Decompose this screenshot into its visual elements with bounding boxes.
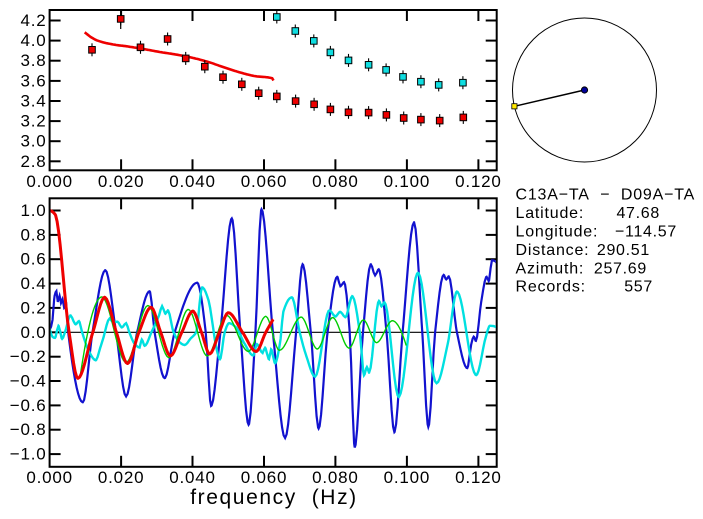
svg-text:3.2: 3.2 (20, 112, 46, 131)
svg-text:290.51: 290.51 (597, 242, 650, 259)
svg-text:0.120: 0.120 (455, 172, 502, 191)
svg-text:−114.57: −114.57 (615, 224, 677, 241)
svg-text:0.000: 0.000 (26, 172, 73, 191)
svg-text:0.000: 0.000 (26, 468, 73, 487)
svg-text:0.060: 0.060 (241, 172, 288, 191)
svg-text:3.0: 3.0 (20, 132, 46, 151)
svg-text:0.080: 0.080 (312, 172, 359, 191)
svg-text:4.2: 4.2 (20, 11, 46, 30)
svg-text:1.0: 1.0 (20, 201, 46, 220)
svg-text:−0.4: −0.4 (10, 372, 47, 391)
svg-text:3.6: 3.6 (20, 71, 46, 90)
svg-text:−1.0: −1.0 (10, 445, 47, 464)
svg-text:47.68: 47.68 (616, 205, 660, 222)
svg-text:3.8: 3.8 (20, 51, 46, 70)
svg-text:0.040: 0.040 (169, 468, 216, 487)
svg-text:Longitude:: Longitude: (516, 224, 599, 241)
svg-text:2.8: 2.8 (20, 152, 46, 171)
svg-text:−0.8: −0.8 (10, 420, 47, 439)
svg-text:0.8: 0.8 (20, 225, 46, 244)
svg-text:0.100: 0.100 (384, 172, 431, 191)
svg-text:0.060: 0.060 (241, 468, 288, 487)
svg-text:0.080: 0.080 (312, 468, 359, 487)
svg-text:Azimuth:: Azimuth: (516, 261, 585, 278)
svg-text:0.0: 0.0 (20, 323, 46, 342)
svg-text:0.120: 0.120 (455, 468, 502, 487)
svg-text:0.2: 0.2 (20, 298, 46, 317)
svg-text:0.4: 0.4 (20, 274, 46, 293)
svg-text:Records:: Records: (516, 279, 586, 296)
svg-text:0.020: 0.020 (98, 468, 145, 487)
svg-text:C13A−TA − D09A−TA: C13A−TA − D09A−TA (516, 187, 696, 204)
svg-text:257.69: 257.69 (594, 261, 647, 278)
svg-text:4.0: 4.0 (20, 31, 46, 50)
svg-text:0.040: 0.040 (169, 172, 216, 191)
svg-text:Distance:: Distance: (516, 242, 590, 259)
svg-text:Latitude:: Latitude: (516, 205, 585, 222)
svg-text:−0.6: −0.6 (10, 396, 47, 415)
svg-text:3.4: 3.4 (20, 92, 46, 111)
svg-text:0.020: 0.020 (98, 172, 145, 191)
svg-text:−0.2: −0.2 (10, 347, 47, 366)
svg-text:0.100: 0.100 (384, 468, 431, 487)
svg-text:0.6: 0.6 (20, 250, 46, 269)
svg-text:557: 557 (624, 279, 653, 296)
svg-text:frequency (Hz): frequency (Hz) (190, 486, 358, 509)
